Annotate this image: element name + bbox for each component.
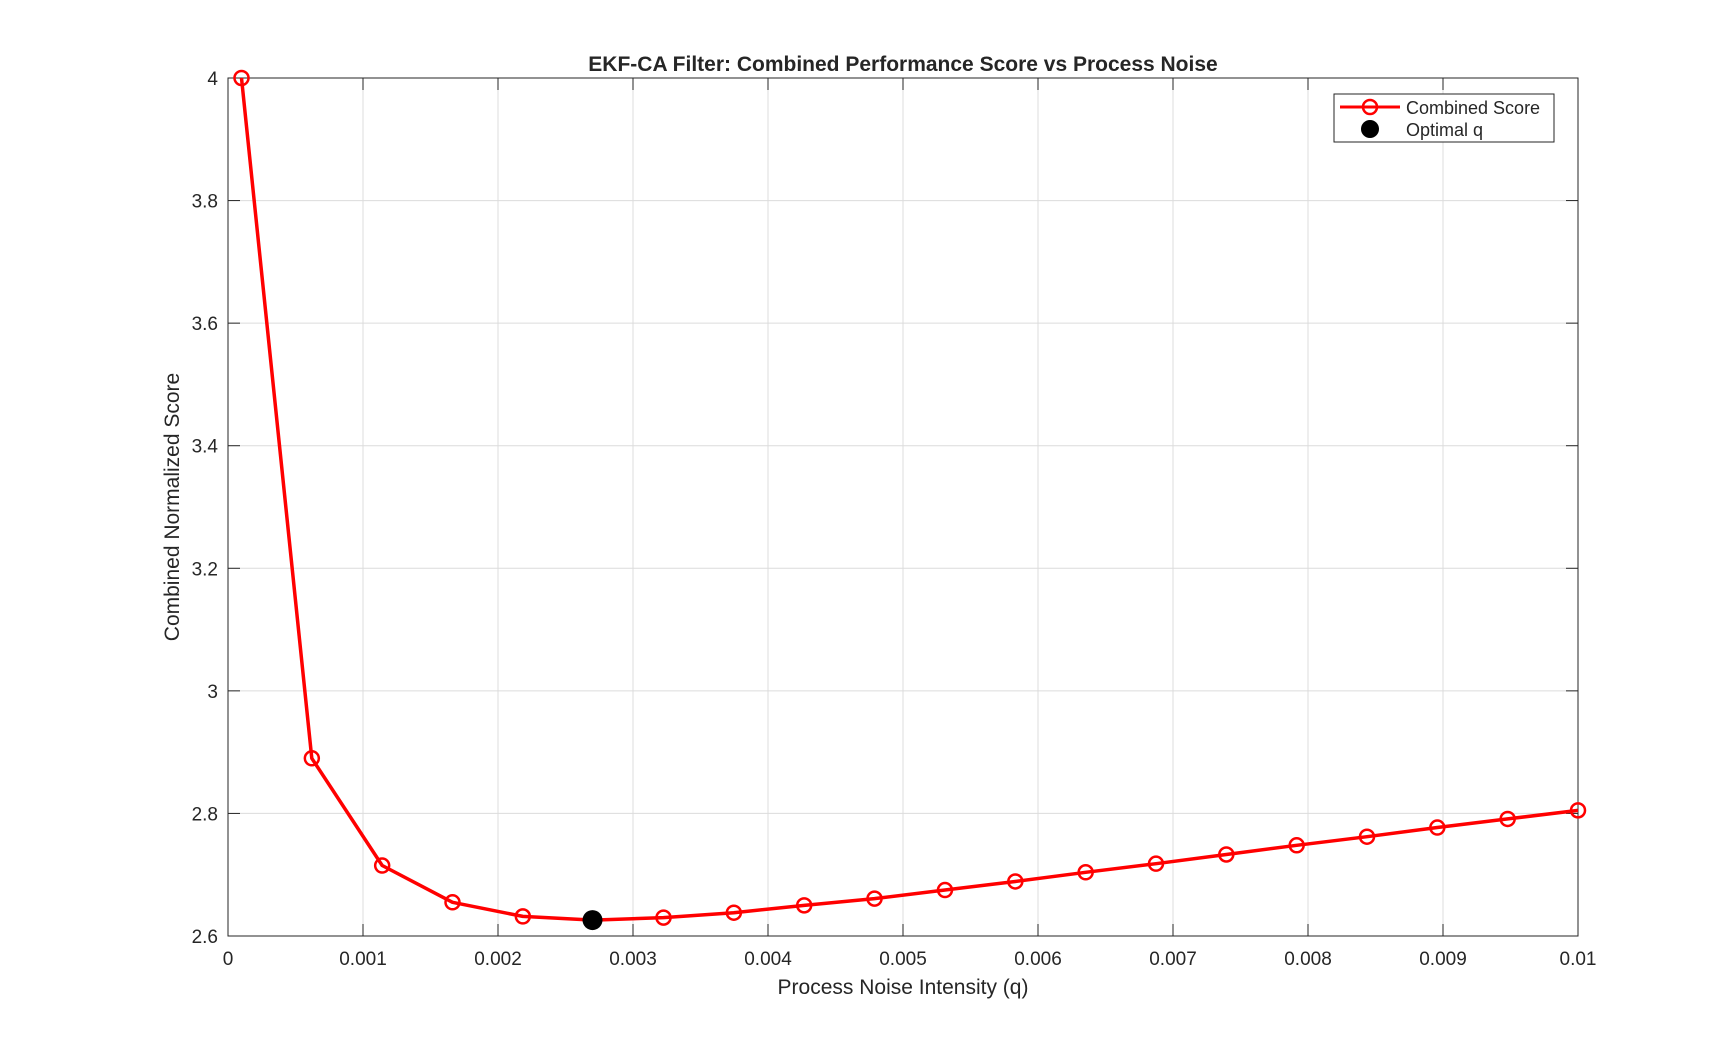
data-point-combined-score [1429, 819, 1446, 836]
y-tick-label: 2.6 [192, 927, 218, 948]
x-tick-label: 0.007 [1149, 949, 1197, 970]
data-point-combined-score [1499, 810, 1516, 828]
y-axis-label: Combined Normalized Score [161, 373, 184, 641]
data-point-combined-score [373, 857, 391, 874]
data-point-combined-score [1288, 837, 1305, 854]
y-tick-label: 4 [207, 69, 218, 90]
y-tick-label: 2.8 [192, 804, 218, 825]
axis-ticks [227, 77, 1579, 937]
legend-marker-optimal-q [1361, 120, 1379, 138]
data-point-combined-score [1218, 846, 1235, 863]
x-tick-label: 0 [223, 949, 234, 970]
data-point-combined-score [233, 69, 250, 87]
series-line-combined-score [239, 77, 1579, 922]
data-point-combined-score [303, 750, 321, 767]
legend-label-combined-score: Combined Score [1406, 98, 1540, 118]
data-point-combined-score [936, 881, 954, 899]
y-tick-labels: 2.6 2.8 3 3.2 3.4 3.6 3.8 4 [192, 69, 219, 948]
data-point-combined-score [1569, 802, 1587, 819]
legend-marker-combined-score [1361, 98, 1379, 116]
y-tick-label: 3.8 [192, 192, 218, 213]
x-tick-label: 0.006 [1014, 949, 1062, 970]
data-point-combined-score [1358, 828, 1376, 845]
data-point-combined-score [514, 908, 532, 925]
data-point-combined-score [1077, 864, 1094, 881]
series-layer [233, 69, 1587, 931]
x-tick-label: 0.005 [879, 949, 927, 970]
x-axis-label: Process Noise Intensity (q) [778, 976, 1029, 999]
y-tick-label: 3.4 [192, 437, 219, 458]
data-point-combined-score [795, 897, 813, 914]
data-point-combined-score [1007, 873, 1024, 890]
x-tick-label: 0.004 [744, 949, 792, 970]
data-point-combined-score [444, 894, 461, 911]
x-tick-label: 0.001 [339, 949, 387, 970]
data-point-combined-score [1147, 855, 1165, 872]
data-point-combined-score [866, 890, 883, 907]
x-tick-label: 0.002 [474, 949, 522, 970]
x-tick-label: 0.01 [1560, 949, 1597, 970]
x-tick-label: 0.003 [609, 949, 657, 970]
data-point-combined-score [655, 909, 672, 926]
data-point-optimal-q [582, 910, 603, 931]
y-tick-label: 3 [207, 682, 218, 703]
x-tick-label: 0.009 [1419, 949, 1467, 970]
x-tick-label: 0.008 [1284, 949, 1332, 970]
y-tick-label: 3.6 [192, 314, 218, 335]
legend: Combined Score Optimal q [1333, 93, 1555, 143]
chart-title: EKF-CA Filter: Combined Performance Scor… [588, 53, 1217, 76]
y-tick-label: 3.2 [192, 559, 218, 580]
legend-label-optimal-q: Optimal q [1406, 120, 1483, 140]
x-tick-labels: 0 0.001 0.002 0.003 0.004 0.005 0.006 0.007 0.00… [223, 949, 1597, 970]
data-point-combined-score [725, 904, 743, 921]
